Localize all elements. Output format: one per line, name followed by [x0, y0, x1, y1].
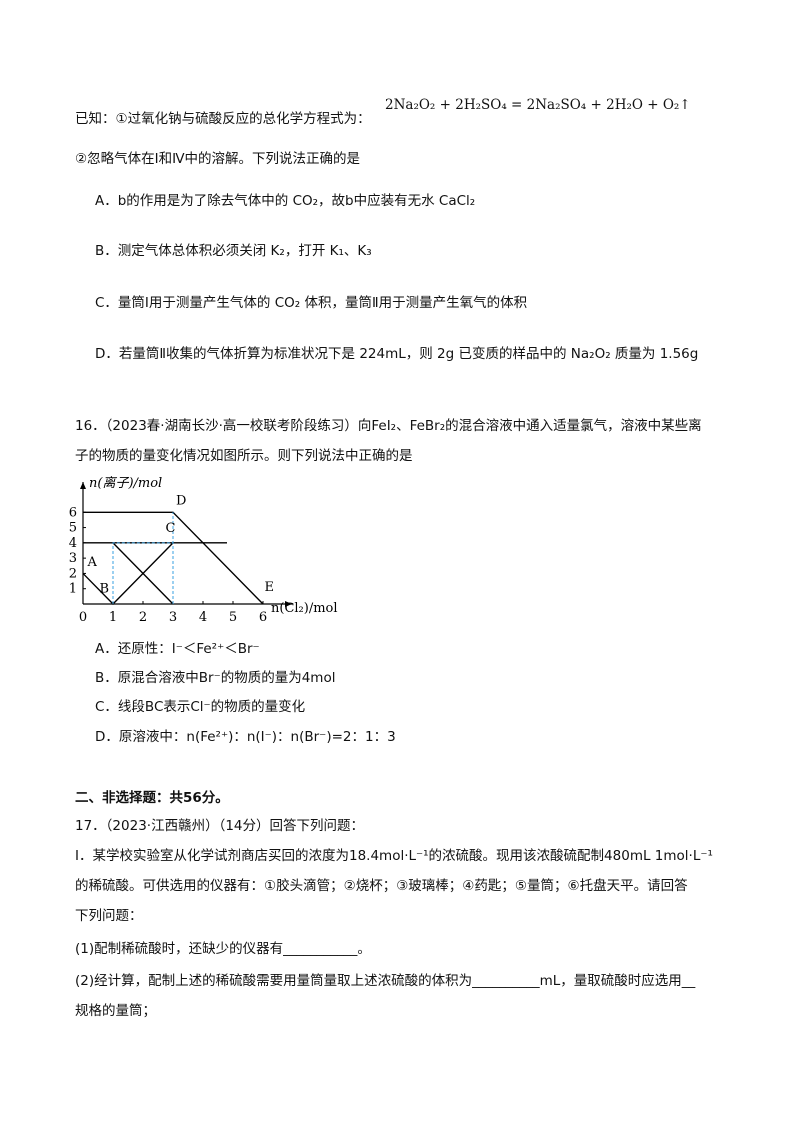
- y-tick-label: 6: [69, 505, 77, 520]
- equation: 2Na₂O₂ + 2H₂SO₄ = 2Na₂SO₄ + 2H₂O + O₂↑: [385, 97, 691, 113]
- x-axis-arrow: [285, 601, 292, 607]
- option: B．测定气体总体积必须关闭 K₂，打开 K₁、K₃: [95, 243, 372, 259]
- point-label: B: [100, 582, 110, 597]
- x-axis-label: n(Cl₂)/mol: [271, 601, 338, 616]
- y-tick-label: 4: [69, 536, 77, 551]
- point-label: E: [265, 580, 275, 595]
- question-stem: 子的物质的量变化情况如图所示。则下列说法中正确的是: [75, 448, 413, 464]
- x-tick-label: 6: [259, 610, 267, 625]
- option: C．线段BC表示Cl⁻的物质的量变化: [95, 699, 306, 715]
- x-tick-label: 3: [169, 610, 177, 625]
- point-label: A: [87, 555, 98, 570]
- x-tick-label: 0: [79, 610, 87, 625]
- question-stem: 16．（2023春·湖南长沙·高一校联考阶段练习）向FeI₂、FeBr₂的混合溶…: [75, 418, 702, 434]
- question-stem: 17．（2023·江西赣州）（14分）回答下列问题：: [75, 818, 365, 834]
- text-line: 下列问题：: [75, 908, 143, 924]
- y-tick-label: 5: [69, 521, 77, 536]
- data-line: [82, 542, 174, 605]
- y-axis-label: n(离子)/mol: [89, 475, 162, 491]
- y-tick-label: 3: [69, 551, 77, 566]
- point-label: C: [166, 521, 176, 536]
- y-tick-label: 2: [69, 566, 77, 581]
- guide-line: [112, 542, 173, 604]
- option: D．原溶液中：n(Fe²⁺)：n(I⁻)：n(Br⁻)=2：1：3: [95, 729, 396, 745]
- section-heading: 二、非选择题：共56分。: [75, 790, 229, 806]
- text-line: (1)配制稀硫酸时，还缺少的仪器有___________。: [75, 941, 371, 957]
- text-line: 的稀硫酸。可供选用的仪器有：①胶头滴管；②烧杯；③玻璃棒；④药匙；⑤量筒；⑥托盘…: [75, 878, 688, 894]
- text-line: (2)经计算，配制上述的稀硫酸需要用量筒量取上述浓硫酸的体积为_________…: [75, 973, 696, 989]
- text-line: ②忽略气体在Ⅰ和Ⅳ中的溶解。下列说法正确的是: [75, 151, 361, 167]
- option: C．量筒Ⅰ用于测量产生气体的 CO₂ 体积，量筒Ⅱ用于测量产生氧气的体积: [95, 295, 528, 311]
- point-label: D: [176, 494, 186, 509]
- y-tick-label: 1: [69, 582, 77, 597]
- text-line: 规格的量筒；: [75, 1003, 156, 1019]
- y-axis-arrow: [80, 482, 86, 489]
- x-tick-label: 4: [199, 610, 207, 625]
- data-line: [112, 542, 174, 605]
- option: D．若量筒Ⅱ收集的气体折算为标准状况下是 224mL，则 2g 已变质的样品中的…: [95, 346, 699, 362]
- option: A．还原性：I⁻＜Fe²⁺＜Br⁻: [95, 641, 260, 657]
- option: A．b的作用是为了除去气体中的 CO₂，故b中应装有无水 CaCl₂: [95, 193, 476, 209]
- text-line: Ⅰ．某学校实验室从化学试剂商店买回的浓度为18.4mol·L⁻¹的浓硫酸。现用该…: [75, 848, 713, 864]
- x-tick-label: 1: [109, 610, 117, 625]
- x-tick-label: 5: [229, 610, 237, 625]
- text-line: 已知：①过氧化钠与硫酸反应的总化学方程式为：: [75, 111, 371, 127]
- x-tick-label: 2: [139, 610, 147, 625]
- option: B．原混合溶液中Br⁻的物质的量为4mol: [95, 670, 336, 686]
